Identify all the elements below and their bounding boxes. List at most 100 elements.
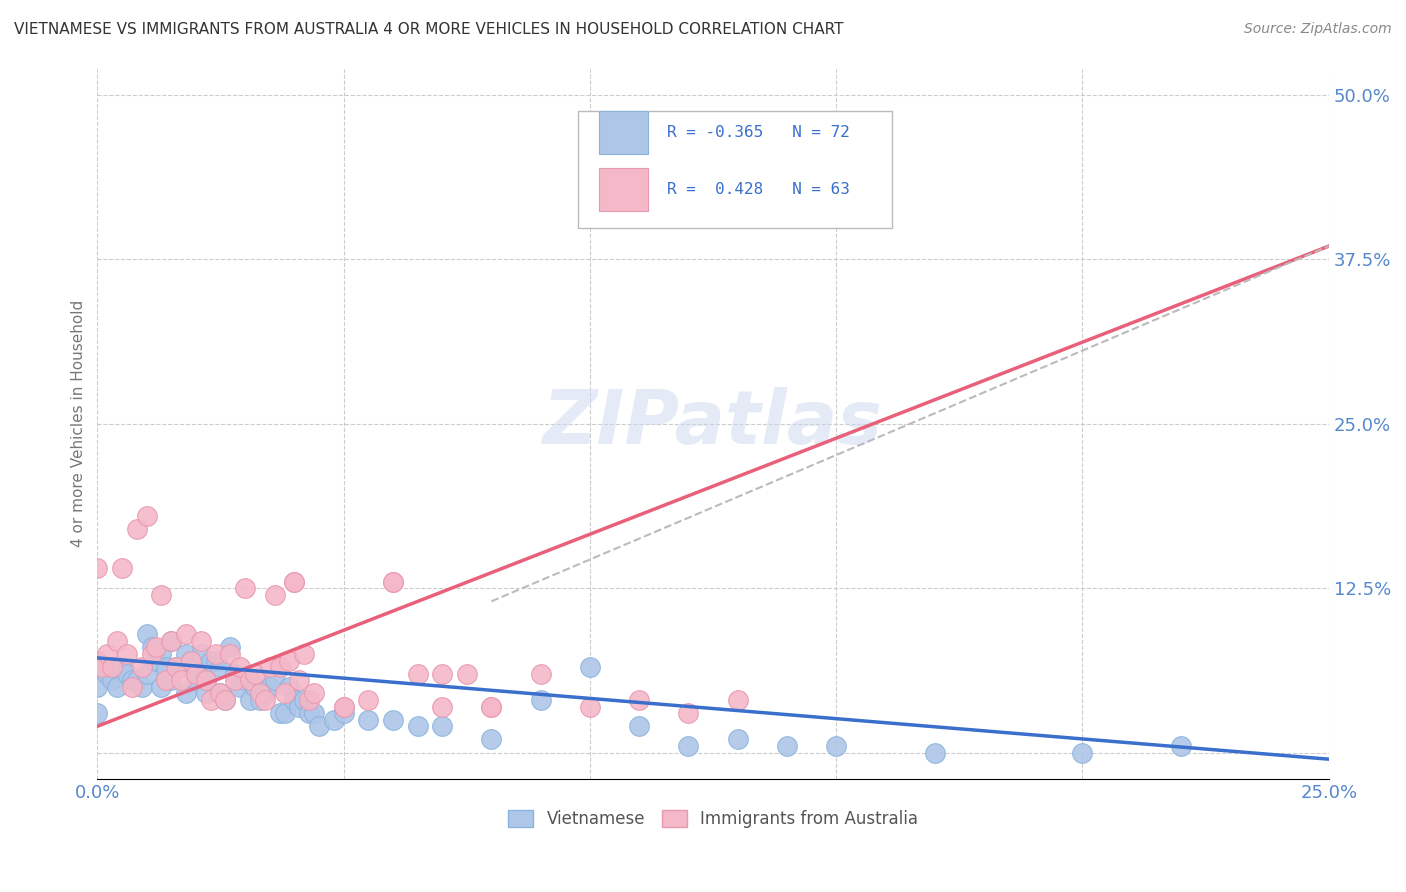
Point bbox=[214, 693, 236, 707]
Point bbox=[194, 673, 217, 688]
Point bbox=[200, 693, 222, 707]
Point bbox=[204, 647, 226, 661]
Point bbox=[96, 666, 118, 681]
Point bbox=[678, 706, 700, 720]
Point bbox=[579, 699, 602, 714]
Point bbox=[200, 653, 222, 667]
Point bbox=[219, 647, 242, 661]
Point bbox=[194, 686, 217, 700]
Point bbox=[263, 588, 285, 602]
Point bbox=[243, 680, 266, 694]
Point bbox=[283, 693, 305, 707]
Point bbox=[204, 653, 226, 667]
Point bbox=[145, 640, 167, 655]
Point bbox=[269, 660, 291, 674]
Point bbox=[249, 693, 271, 707]
Y-axis label: 4 or more Vehicles in Household: 4 or more Vehicles in Household bbox=[72, 300, 86, 548]
Text: ZIPatlas: ZIPatlas bbox=[543, 387, 883, 460]
Point bbox=[381, 574, 404, 589]
Point bbox=[430, 699, 453, 714]
Point bbox=[406, 719, 429, 733]
Point bbox=[776, 739, 799, 753]
Point bbox=[481, 699, 503, 714]
Point bbox=[259, 680, 281, 694]
Point bbox=[224, 673, 246, 688]
Legend: Vietnamese, Immigrants from Australia: Vietnamese, Immigrants from Australia bbox=[502, 803, 925, 835]
Point bbox=[165, 660, 187, 674]
Point bbox=[174, 686, 197, 700]
Point bbox=[628, 693, 651, 707]
Point bbox=[150, 680, 173, 694]
Point bbox=[678, 739, 700, 753]
Point bbox=[628, 719, 651, 733]
Point bbox=[86, 653, 108, 667]
Point bbox=[481, 732, 503, 747]
Point bbox=[239, 693, 262, 707]
Point bbox=[105, 680, 128, 694]
Point bbox=[357, 713, 380, 727]
Point bbox=[111, 561, 134, 575]
Point bbox=[269, 706, 291, 720]
Point bbox=[121, 673, 143, 688]
Point bbox=[160, 633, 183, 648]
Point bbox=[145, 653, 167, 667]
Point bbox=[180, 653, 202, 667]
Point bbox=[209, 660, 232, 674]
Point bbox=[381, 713, 404, 727]
Point bbox=[170, 660, 193, 674]
Point bbox=[155, 660, 177, 674]
Point bbox=[357, 693, 380, 707]
Point bbox=[111, 660, 134, 674]
Point bbox=[298, 693, 321, 707]
Point bbox=[825, 739, 848, 753]
Point bbox=[727, 693, 749, 707]
Point bbox=[233, 581, 256, 595]
Point bbox=[302, 686, 325, 700]
Point bbox=[125, 673, 148, 688]
Point bbox=[214, 693, 236, 707]
Point bbox=[141, 640, 163, 655]
FancyBboxPatch shape bbox=[599, 112, 648, 153]
Point bbox=[155, 673, 177, 688]
Point bbox=[530, 693, 553, 707]
Point bbox=[209, 686, 232, 700]
Point bbox=[229, 660, 252, 674]
Point bbox=[259, 660, 281, 674]
Point bbox=[209, 686, 232, 700]
Point bbox=[239, 673, 262, 688]
Point bbox=[273, 706, 295, 720]
Point bbox=[579, 660, 602, 674]
Point bbox=[86, 706, 108, 720]
Point bbox=[381, 574, 404, 589]
Point bbox=[430, 719, 453, 733]
Point bbox=[135, 627, 157, 641]
Point bbox=[283, 574, 305, 589]
Point bbox=[456, 666, 478, 681]
Point bbox=[229, 680, 252, 694]
Point bbox=[253, 686, 276, 700]
Point bbox=[322, 713, 344, 727]
FancyBboxPatch shape bbox=[599, 168, 648, 211]
Point bbox=[481, 699, 503, 714]
Point bbox=[302, 706, 325, 720]
Point bbox=[224, 666, 246, 681]
Text: R =  0.428   N = 63: R = 0.428 N = 63 bbox=[668, 182, 851, 197]
Point bbox=[190, 633, 212, 648]
Point bbox=[160, 673, 183, 688]
Point bbox=[292, 693, 315, 707]
Point bbox=[101, 673, 124, 688]
Point bbox=[160, 633, 183, 648]
Point bbox=[332, 699, 354, 714]
Point bbox=[131, 660, 153, 674]
Point bbox=[1071, 746, 1094, 760]
Point bbox=[86, 653, 108, 667]
Point bbox=[115, 666, 138, 681]
Point bbox=[530, 666, 553, 681]
Point bbox=[101, 660, 124, 674]
Text: R = -0.365   N = 72: R = -0.365 N = 72 bbox=[668, 125, 851, 140]
Point bbox=[174, 647, 197, 661]
Point bbox=[288, 673, 311, 688]
Point bbox=[121, 680, 143, 694]
Point bbox=[1170, 739, 1192, 753]
Point bbox=[170, 673, 193, 688]
